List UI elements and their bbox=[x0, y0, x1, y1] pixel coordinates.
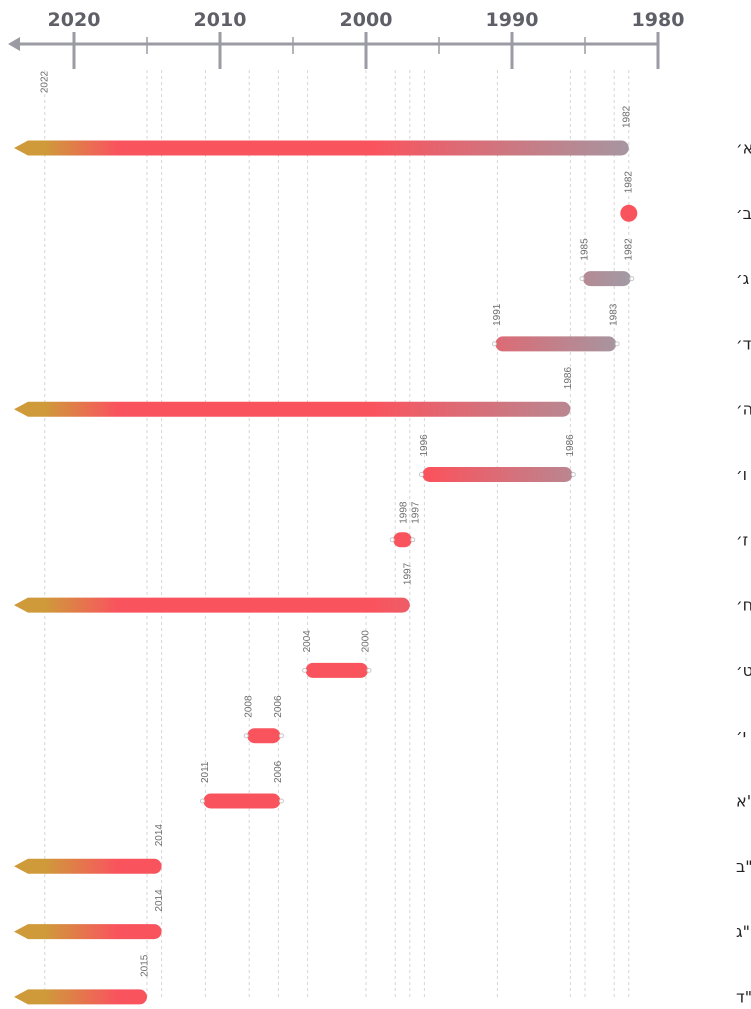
year-end-label: 1982 bbox=[623, 171, 634, 194]
year-end-label: 2000 bbox=[361, 630, 372, 653]
row-label: פרשה ד׳ bbox=[736, 334, 751, 353]
ongoing-bar bbox=[14, 140, 629, 156]
timeline-row: פרשה י"ד 2015 bbox=[14, 954, 751, 1006]
timeline-row: פרשה י׳ 2006 2008 bbox=[243, 695, 751, 745]
year-end-label: 1982 bbox=[623, 238, 634, 261]
bar-end-marker bbox=[243, 733, 249, 739]
axis-arrow-icon bbox=[8, 37, 20, 51]
year-end-label: 2014 bbox=[154, 889, 165, 912]
grid-year-label: 2022 bbox=[39, 70, 50, 93]
row-label: פרשה י"ג bbox=[736, 922, 751, 941]
row-label: פרשה ב׳ bbox=[736, 204, 751, 223]
timeline-row: פרשה ד׳ 1983 1991 bbox=[491, 303, 751, 353]
year-end-label: 2008 bbox=[244, 695, 255, 718]
bar-end-marker bbox=[302, 667, 308, 673]
ongoing-bar bbox=[14, 401, 571, 417]
row-label: פרשה י"ד bbox=[736, 987, 751, 1006]
timeline-row: פרשה ה׳ 1986 bbox=[14, 367, 751, 419]
bar-end-marker bbox=[491, 341, 497, 347]
row-label: פרשה ג׳ bbox=[736, 269, 751, 288]
year-end-label: 2014 bbox=[154, 824, 165, 847]
bar-end-marker bbox=[410, 537, 416, 543]
timeline-row: פרשה ט׳ 2000 2004 bbox=[302, 630, 751, 680]
ongoing-bar bbox=[14, 858, 162, 874]
bar-end-marker bbox=[418, 472, 424, 477]
year-end-label: 1983 bbox=[609, 303, 620, 326]
timeline-row: פרשה י"א 2006 2011 bbox=[199, 760, 751, 811]
range-bar bbox=[305, 662, 368, 678]
row-label: פרשה י"ב bbox=[736, 857, 751, 876]
axis-tick-label: 1980 bbox=[632, 9, 685, 31]
range-bar bbox=[203, 793, 281, 809]
ongoing-bar bbox=[14, 597, 410, 613]
range-bar bbox=[422, 467, 573, 482]
row-label: פרשה ז׳ bbox=[736, 530, 751, 549]
year-end-label: 2004 bbox=[302, 630, 313, 653]
row-label: פרשה י"א bbox=[736, 792, 751, 811]
bar-end-marker bbox=[278, 798, 284, 804]
row-label: פרשה ח׳ bbox=[736, 596, 751, 615]
range-bar bbox=[495, 336, 617, 352]
row-label: פרשה י׳ bbox=[736, 726, 751, 745]
timeline-row: פרשה ו׳ 1986 1996 bbox=[418, 434, 751, 484]
row-label: פרשה א׳ bbox=[736, 139, 751, 158]
ongoing-bar bbox=[14, 924, 162, 940]
range-bar bbox=[583, 271, 631, 287]
timeline-row: פרשה ב׳ 1982 bbox=[620, 171, 751, 223]
year-end-label: 2006 bbox=[273, 760, 284, 783]
bar-end-marker bbox=[278, 733, 284, 739]
bar-end-marker bbox=[366, 667, 372, 673]
time-axis: 2020 2010 2000 1990 1980 bbox=[8, 9, 684, 69]
axis-tick-label: 1990 bbox=[486, 9, 539, 31]
bar-end-marker bbox=[629, 276, 635, 282]
row-label: פרשה ו׳ bbox=[736, 465, 751, 484]
axis-tick-label: 2020 bbox=[48, 9, 101, 31]
row-label: פרשה ט׳ bbox=[736, 661, 751, 680]
timeline-row: פרשה ג׳ 1982 1985 bbox=[579, 238, 751, 288]
timeline-row: פרשה י"ב 2014 bbox=[14, 824, 751, 876]
bar-end-marker bbox=[579, 276, 585, 282]
timeline-row: פרשה ח׳ 1997 bbox=[14, 562, 751, 615]
range-bar bbox=[247, 728, 281, 744]
bar-end-marker bbox=[614, 341, 620, 347]
timeline-row: פרשה י"ג 2014 bbox=[14, 889, 751, 941]
year-end-label: 1991 bbox=[492, 303, 503, 326]
year-end-label: 1998 bbox=[398, 501, 409, 524]
year-end-label: 2015 bbox=[140, 954, 151, 977]
year-end-label: 1986 bbox=[565, 434, 576, 457]
single-year-dot bbox=[620, 204, 638, 222]
year-end-label: 2006 bbox=[273, 695, 284, 718]
year-end-label: 1985 bbox=[580, 238, 591, 261]
year-end-label: 1986 bbox=[563, 367, 574, 390]
year-end-label: 1996 bbox=[419, 434, 430, 457]
bar-end-marker bbox=[389, 537, 395, 543]
year-end-label: 1982 bbox=[621, 105, 632, 128]
axis-tick-label: 2010 bbox=[194, 9, 247, 31]
year-end-label: 2011 bbox=[200, 761, 211, 783]
bar-end-marker bbox=[570, 472, 576, 477]
range-bar bbox=[393, 532, 412, 548]
year-end-label: 1997 bbox=[402, 562, 413, 585]
axis-tick-label: 2000 bbox=[340, 9, 393, 31]
year-end-label: 1997 bbox=[410, 501, 421, 524]
ongoing-bar bbox=[14, 989, 147, 1005]
row-label: פרשה ה׳ bbox=[736, 400, 751, 419]
timeline-row: פרשה א׳ 1982 bbox=[14, 105, 751, 158]
bar-end-marker bbox=[199, 798, 205, 804]
